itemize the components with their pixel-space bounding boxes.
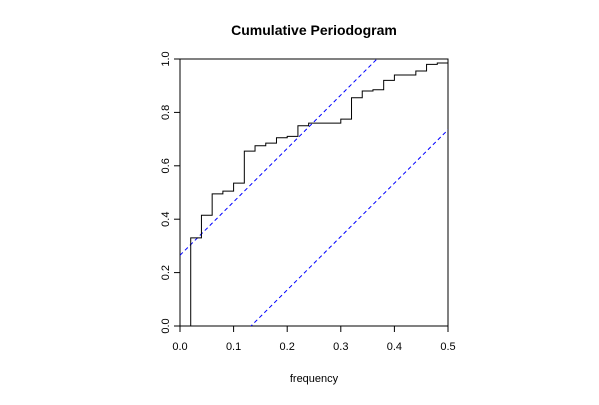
confidence-band-line-lower [250,129,448,326]
y-tick-label: 1.0 [160,51,172,66]
y-axis: 0.0 0.2 0.4 0.6 0.8 1.0 [160,51,180,334]
x-tick-label: 0.0 [172,341,187,353]
chart-title: Cumulative Periodogram [231,22,397,38]
confidence-band-line-upper [180,59,378,256]
y-tick-label: 0.0 [160,318,172,333]
y-tick-label: 0.4 [160,212,172,227]
y-tick-label: 0.2 [160,265,172,280]
x-axis: 0.0 0.1 0.2 0.3 0.4 0.5 [172,326,456,353]
x-axis-label: frequency [290,373,339,385]
x-tick-label: 0.1 [226,341,241,353]
plot-area [179,58,449,327]
x-tick-label: 0.3 [333,341,348,353]
y-tick-label: 0.8 [160,105,172,120]
x-tick-label: 0.5 [440,341,455,353]
y-tick-label: 0.6 [160,158,172,173]
x-tick-label: 0.4 [387,341,402,353]
x-tick-label: 0.2 [280,341,295,353]
cumulative-periodogram-step-line [190,60,448,326]
plot-frame [179,58,449,327]
